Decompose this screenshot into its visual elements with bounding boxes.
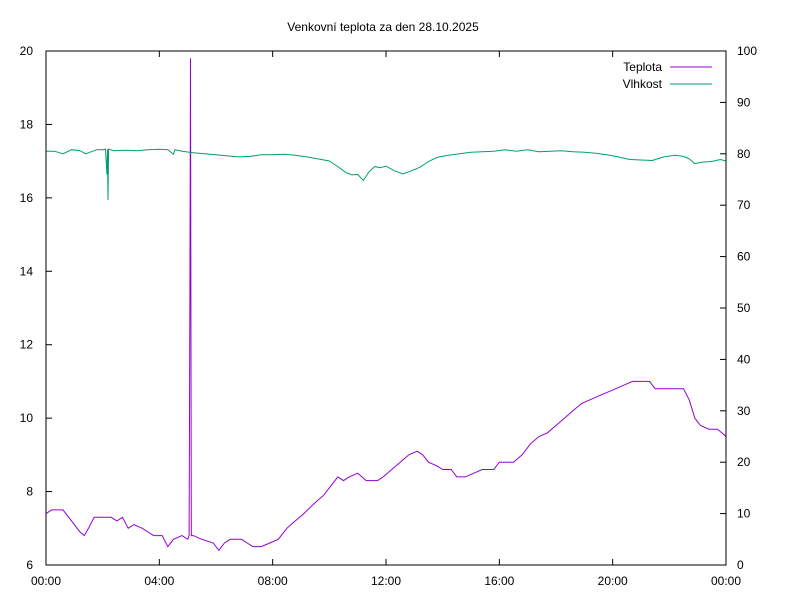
y-left-tick-label: 14 <box>20 264 34 278</box>
y-left-tick-label: 10 <box>20 411 34 425</box>
y-left-tick-label: 20 <box>20 44 34 58</box>
y-right-tick-label: 30 <box>737 404 751 418</box>
y-right-tick-label: 0 <box>737 558 744 572</box>
y-left-tick-label: 12 <box>20 338 34 352</box>
x-tick-label: 16:00 <box>484 574 514 588</box>
y-left-tick-label: 8 <box>26 485 33 499</box>
plot-frame <box>45 50 727 566</box>
y-right-tick-label: 90 <box>737 95 751 109</box>
y-axis-left: 6 8 10 12 14 16 18 20 <box>20 44 52 572</box>
y-right-tick-label: 40 <box>737 352 751 366</box>
x-tick-label: 00:00 <box>711 574 741 588</box>
y-right-tick-label: 20 <box>737 455 751 469</box>
y-left-tick-label: 6 <box>26 558 33 572</box>
plot-lines <box>45 58 727 552</box>
legend-label-teplota: Teplota <box>623 60 662 74</box>
y-axis-right: 0 10 20 30 40 50 60 70 80 90 100 <box>720 44 757 572</box>
legend: Teplota Vlhkost <box>623 60 712 91</box>
y-right-tick-label: 80 <box>737 147 751 161</box>
y-left-tick-label: 18 <box>20 117 34 131</box>
legend-label-vlhkost: Vlhkost <box>623 77 663 91</box>
y-right-tick-label: 60 <box>737 250 751 264</box>
x-tick-label: 12:00 <box>371 574 401 588</box>
y-right-tick-label: 70 <box>737 198 751 212</box>
x-tick-label: 08:00 <box>258 574 288 588</box>
chart-title: Venkovní teplota za den 28.10.2025 <box>287 20 479 34</box>
y-right-tick-label: 50 <box>737 301 751 315</box>
x-axis: 00:00 04:00 08:00 12:00 16:00 20:00 00:00 <box>31 51 741 588</box>
x-tick-label: 00:00 <box>31 574 61 588</box>
y-right-tick-label: 100 <box>737 44 757 58</box>
y-left-tick-label: 16 <box>20 191 34 205</box>
series-line-teplota <box>45 58 727 552</box>
y-right-tick-label: 10 <box>737 507 751 521</box>
x-tick-label: 20:00 <box>598 574 628 588</box>
x-tick-label: 04:00 <box>144 574 174 588</box>
series-line-vlhkost <box>46 148 727 201</box>
